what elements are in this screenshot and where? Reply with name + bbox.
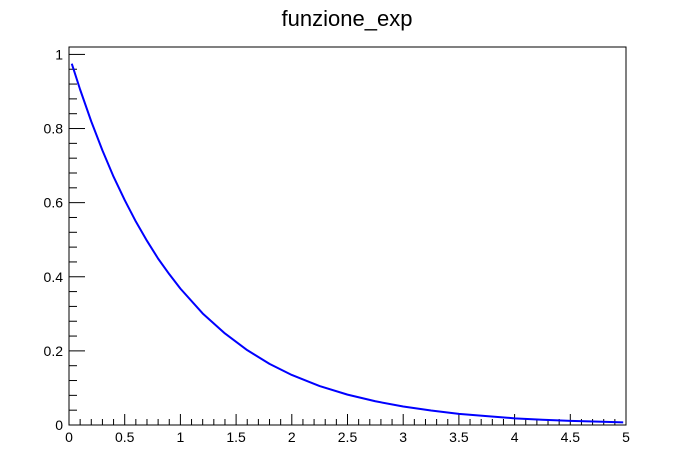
x-tick-label: 1.5 [226,429,246,445]
x-tick-label: 4.5 [561,429,581,445]
y-tick-label: 0 [55,417,63,433]
x-tick-label: 3.5 [449,429,469,445]
y-axis: 0 0.2 0.4 0.6 0.8 1 [44,46,85,433]
x-tick-label: 2 [288,429,296,445]
x-tick-label: 4 [511,429,519,445]
series-layer [70,63,624,424]
y-tick-label: 0.2 [44,343,64,359]
x-tick-label: 1 [177,429,185,445]
y-tick-label: 0.6 [44,195,64,211]
x-tick-label: 5 [622,429,630,445]
x-tick-label: 0.5 [115,429,135,445]
x-tick-label: 3 [399,429,407,445]
series-line [70,63,624,424]
y-tick-label: 0.8 [44,121,64,137]
y-tick-label: 0.4 [44,269,64,285]
chart-title: funzione_exp [282,6,413,31]
y-tick-label: 1 [55,46,63,62]
x-tick-label: 0 [65,429,73,445]
x-tick-label: 2.5 [338,429,358,445]
x-axis: 0 0.5 1 1.5 2 2.5 3 3.5 4 4.5 5 [65,414,630,445]
plot-frame [68,46,627,426]
